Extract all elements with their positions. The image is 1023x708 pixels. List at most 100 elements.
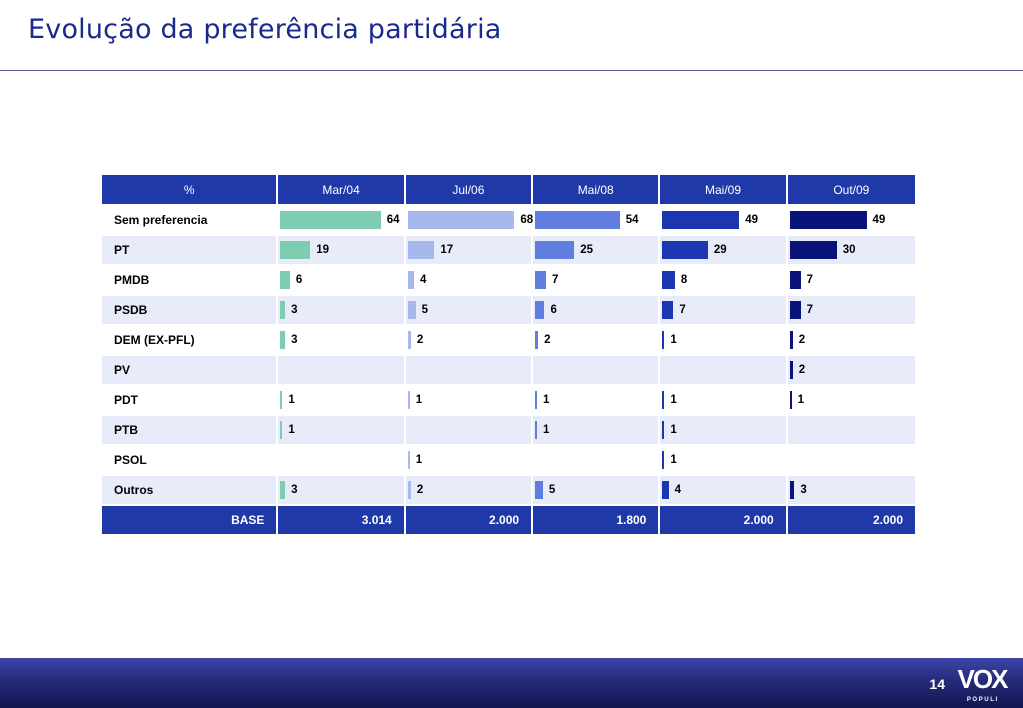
bar [407, 451, 410, 469]
bar [662, 421, 665, 439]
bar [535, 241, 575, 259]
data-cell: 54 [533, 204, 661, 234]
data-cell: 1 [660, 384, 788, 414]
logo-text: VOX [958, 664, 1010, 694]
base-value: 3.014 [278, 504, 406, 534]
data-cell [660, 354, 788, 384]
table-row: Sem preferencia 64 68 54 49 49 [102, 204, 915, 234]
page-title: Evolução da preferência partidária [28, 14, 502, 45]
table-row: PDT 1 1 1 1 1 [102, 384, 915, 414]
value-label: 2 [798, 334, 806, 346]
bar [535, 331, 539, 349]
bar [407, 391, 410, 409]
data-cell [405, 414, 534, 444]
value-label: 7 [552, 274, 559, 286]
base-value: 2.000 [405, 504, 534, 534]
value-label: 2 [798, 364, 806, 376]
base-value: 2.000 [787, 504, 915, 534]
value-label: 8 [680, 274, 688, 286]
bar [407, 271, 414, 289]
bar [280, 331, 286, 349]
party-label: PSOL [102, 444, 279, 474]
party-label: PV [102, 354, 279, 384]
header-percent: % [102, 175, 279, 204]
party-label: PT [102, 234, 279, 264]
value-label: 5 [548, 484, 556, 496]
table-row: PV 2 [102, 354, 915, 384]
data-cell: 17 [405, 234, 534, 264]
data-cell: 3 [787, 474, 915, 504]
data-cell: 1 [660, 444, 788, 474]
bar [789, 271, 801, 289]
data-cell: 7 [787, 264, 915, 294]
base-row: BASE 3.014 2.000 1.800 2.000 2.000 [102, 504, 915, 534]
bar [662, 211, 740, 229]
bar [407, 481, 411, 499]
value-label: 7 [806, 274, 814, 286]
data-cell [278, 444, 406, 474]
value-label: 17 [440, 244, 454, 256]
data-cell [787, 414, 915, 444]
bar [662, 301, 674, 319]
data-cell: 2 [533, 324, 661, 354]
table-row: PSDB 3 5 6 7 7 [102, 294, 915, 324]
value-label: 3 [291, 484, 298, 496]
table-row: PTB 1 1 1 [102, 414, 915, 444]
value-label: 29 [713, 244, 727, 256]
table-row: Outros 3 2 5 4 3 [102, 474, 915, 504]
data-cell: 6 [278, 264, 406, 294]
data-cell: 3 [278, 474, 406, 504]
bar [280, 481, 286, 499]
value-label: 49 [745, 214, 758, 226]
bar [535, 301, 545, 319]
data-cell: 25 [533, 234, 661, 264]
table-row: DEM (EX-PFL) 3 2 2 1 2 [102, 324, 915, 354]
data-cell: 29 [660, 234, 788, 264]
value-label: 1 [415, 394, 423, 406]
value-label: 3 [291, 304, 298, 316]
data-cell: 4 [405, 264, 534, 294]
data-cell: 49 [787, 204, 915, 234]
value-label: 5 [421, 304, 428, 316]
bar [407, 211, 515, 229]
data-cell: 8 [660, 264, 788, 294]
data-cell: 30 [787, 234, 915, 264]
preference-table: % Mar/04 Jul/06 Mai/08 Mai/09 Out/09 Sem… [102, 175, 915, 534]
data-cell: 64 [278, 204, 406, 234]
data-cell: 6 [533, 294, 661, 324]
value-label: 1 [288, 394, 295, 406]
value-label: 2 [416, 484, 424, 496]
data-cell: 1 [660, 324, 788, 354]
data-cell: 3 [278, 324, 406, 354]
data-cell: 1 [533, 384, 661, 414]
data-cell: 5 [405, 294, 534, 324]
value-label: 6 [295, 274, 303, 286]
value-label: 2 [544, 334, 551, 346]
party-label: PMDB [102, 264, 279, 294]
bar [662, 271, 675, 289]
value-label: 1 [797, 394, 805, 406]
bar [280, 211, 381, 229]
bar [535, 391, 538, 409]
logo-subtext: P O P U L I [967, 697, 998, 703]
value-label: 49 [872, 214, 886, 226]
base-value: 1.800 [533, 504, 661, 534]
value-label: 3 [800, 484, 807, 496]
bar [280, 391, 283, 409]
value-label: 54 [625, 214, 639, 226]
bar [535, 271, 547, 289]
data-cell: 1 [533, 414, 661, 444]
bar [280, 241, 311, 259]
base-label: BASE [102, 504, 279, 534]
data-cell: 2 [405, 474, 534, 504]
data-cell: 1 [787, 384, 915, 414]
bar [662, 241, 708, 259]
bar [662, 451, 665, 469]
data-cell: 2 [787, 354, 915, 384]
value-label: 4 [674, 484, 682, 496]
bar [407, 301, 416, 319]
value-label: 1 [543, 424, 550, 436]
data-cell: 7 [787, 294, 915, 324]
title-divider [0, 70, 1023, 71]
party-label: PDT [102, 384, 279, 414]
